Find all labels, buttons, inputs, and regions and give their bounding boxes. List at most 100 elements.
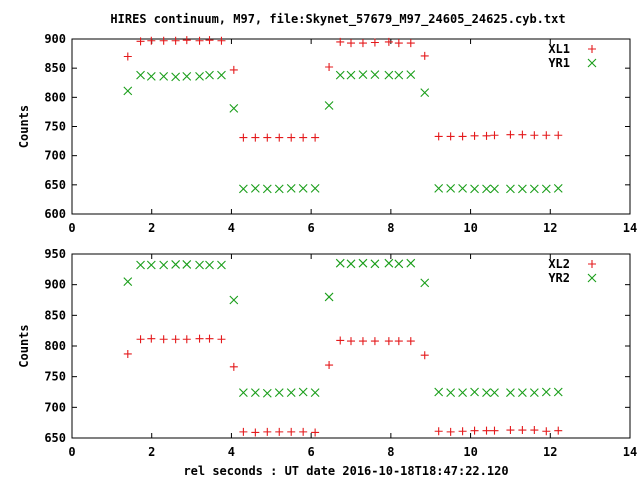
data-point <box>325 361 334 370</box>
data-point <box>358 337 367 346</box>
y-tick-label: 700 <box>44 149 66 163</box>
y-tick-label: 750 <box>44 120 66 134</box>
data-point <box>541 184 551 194</box>
data-point <box>147 36 156 45</box>
data-point <box>325 63 334 71</box>
data-point <box>136 37 145 46</box>
data-point <box>394 337 403 346</box>
x-tick-label: 0 <box>68 445 75 459</box>
y-axis-label: Counts <box>17 324 31 367</box>
x-tick-label: 8 <box>387 445 394 459</box>
x-tick-label: 14 <box>623 445 637 459</box>
data-point <box>554 426 563 435</box>
data-point <box>171 72 181 82</box>
data-point <box>517 388 527 398</box>
data-point <box>159 335 168 344</box>
data-point <box>490 426 499 435</box>
data-point <box>229 362 238 371</box>
data-point <box>217 335 226 344</box>
data-point <box>518 426 527 435</box>
data-point <box>446 183 456 193</box>
data-point <box>136 335 145 344</box>
data-point <box>529 184 539 194</box>
data-point <box>298 387 308 397</box>
panel-2: 0 2 4 6 8 10 12 14 650 700 750 800 850 900 950 Counts XL… <box>17 247 637 459</box>
legend-label: YR1 <box>548 56 570 70</box>
data-point <box>406 258 416 268</box>
data-point <box>490 184 499 194</box>
data-point <box>394 39 403 48</box>
data-point <box>238 184 248 194</box>
data-point <box>195 260 204 270</box>
data-point <box>205 36 214 45</box>
data-point <box>336 336 345 345</box>
y-tick-label: 950 <box>44 247 66 261</box>
data-point <box>470 426 479 435</box>
legend-label: YR2 <box>548 271 570 285</box>
x-tick-label: 14 <box>623 221 637 235</box>
data-point <box>123 86 133 96</box>
data-point <box>506 426 515 435</box>
data-point <box>275 133 284 142</box>
data-point <box>490 131 499 140</box>
data-point <box>171 260 181 269</box>
data-point <box>358 258 368 268</box>
data-point <box>263 427 272 436</box>
panel-1: 0 2 4 6 8 10 12 14 600 650 700 750 800 850 900 Counts XL… <box>17 32 637 235</box>
data-point <box>394 259 404 269</box>
y-tick-label: 850 <box>44 308 66 322</box>
y-tick-label: 800 <box>44 90 66 104</box>
data-point <box>542 427 551 436</box>
data-point <box>384 337 393 346</box>
data-point <box>299 133 308 142</box>
data-point <box>506 184 515 194</box>
chart-panels: 0 2 4 6 8 10 12 14 600 650 700 750 800 850 900 Counts XL… <box>17 32 637 459</box>
data-point <box>482 388 491 398</box>
data-point <box>384 70 394 80</box>
data-point <box>482 426 491 435</box>
data-point <box>274 184 284 194</box>
data-point <box>420 88 430 98</box>
data-point <box>420 51 429 60</box>
y-axis-label: Counts <box>17 105 31 148</box>
chart-title: HIRES continuum, M97, file:Skynet_57679_… <box>110 12 565 27</box>
data-point <box>530 426 539 435</box>
data-point <box>286 183 296 193</box>
legend-label: XL2 <box>548 257 570 271</box>
data-point <box>217 70 226 80</box>
data-point <box>123 52 132 61</box>
data-point <box>518 130 527 139</box>
y-tick-label: 650 <box>44 431 66 445</box>
x-tick-label: 8 <box>387 221 394 235</box>
data-point <box>195 71 204 81</box>
data-point <box>370 38 379 47</box>
data-point <box>310 183 320 193</box>
data-point <box>358 39 367 48</box>
data-point <box>335 70 345 80</box>
legend-marker <box>587 58 597 68</box>
data-point <box>482 184 491 194</box>
series-XL2 <box>123 334 563 437</box>
data-point <box>517 184 527 194</box>
data-point <box>310 388 320 398</box>
data-point <box>434 427 443 436</box>
data-point <box>370 337 379 346</box>
x-axis-label: rel seconds : UT date 2016-10-18T18:47:2… <box>183 464 508 478</box>
data-point <box>250 183 260 193</box>
data-point <box>370 259 380 269</box>
x-tick-label: 10 <box>463 445 477 459</box>
data-point <box>217 260 226 270</box>
data-point <box>506 388 515 398</box>
data-point <box>530 131 539 140</box>
data-point <box>324 101 334 110</box>
data-point <box>182 335 191 344</box>
y-tick-label: 600 <box>44 207 66 221</box>
data-point <box>446 132 455 141</box>
data-point <box>458 388 467 398</box>
data-point <box>554 131 563 140</box>
x-tick-label: 2 <box>148 445 155 459</box>
data-point <box>287 133 296 142</box>
legend-marker <box>587 273 597 283</box>
y-tick-label: 700 <box>44 400 66 414</box>
series-YR2 <box>123 258 563 398</box>
